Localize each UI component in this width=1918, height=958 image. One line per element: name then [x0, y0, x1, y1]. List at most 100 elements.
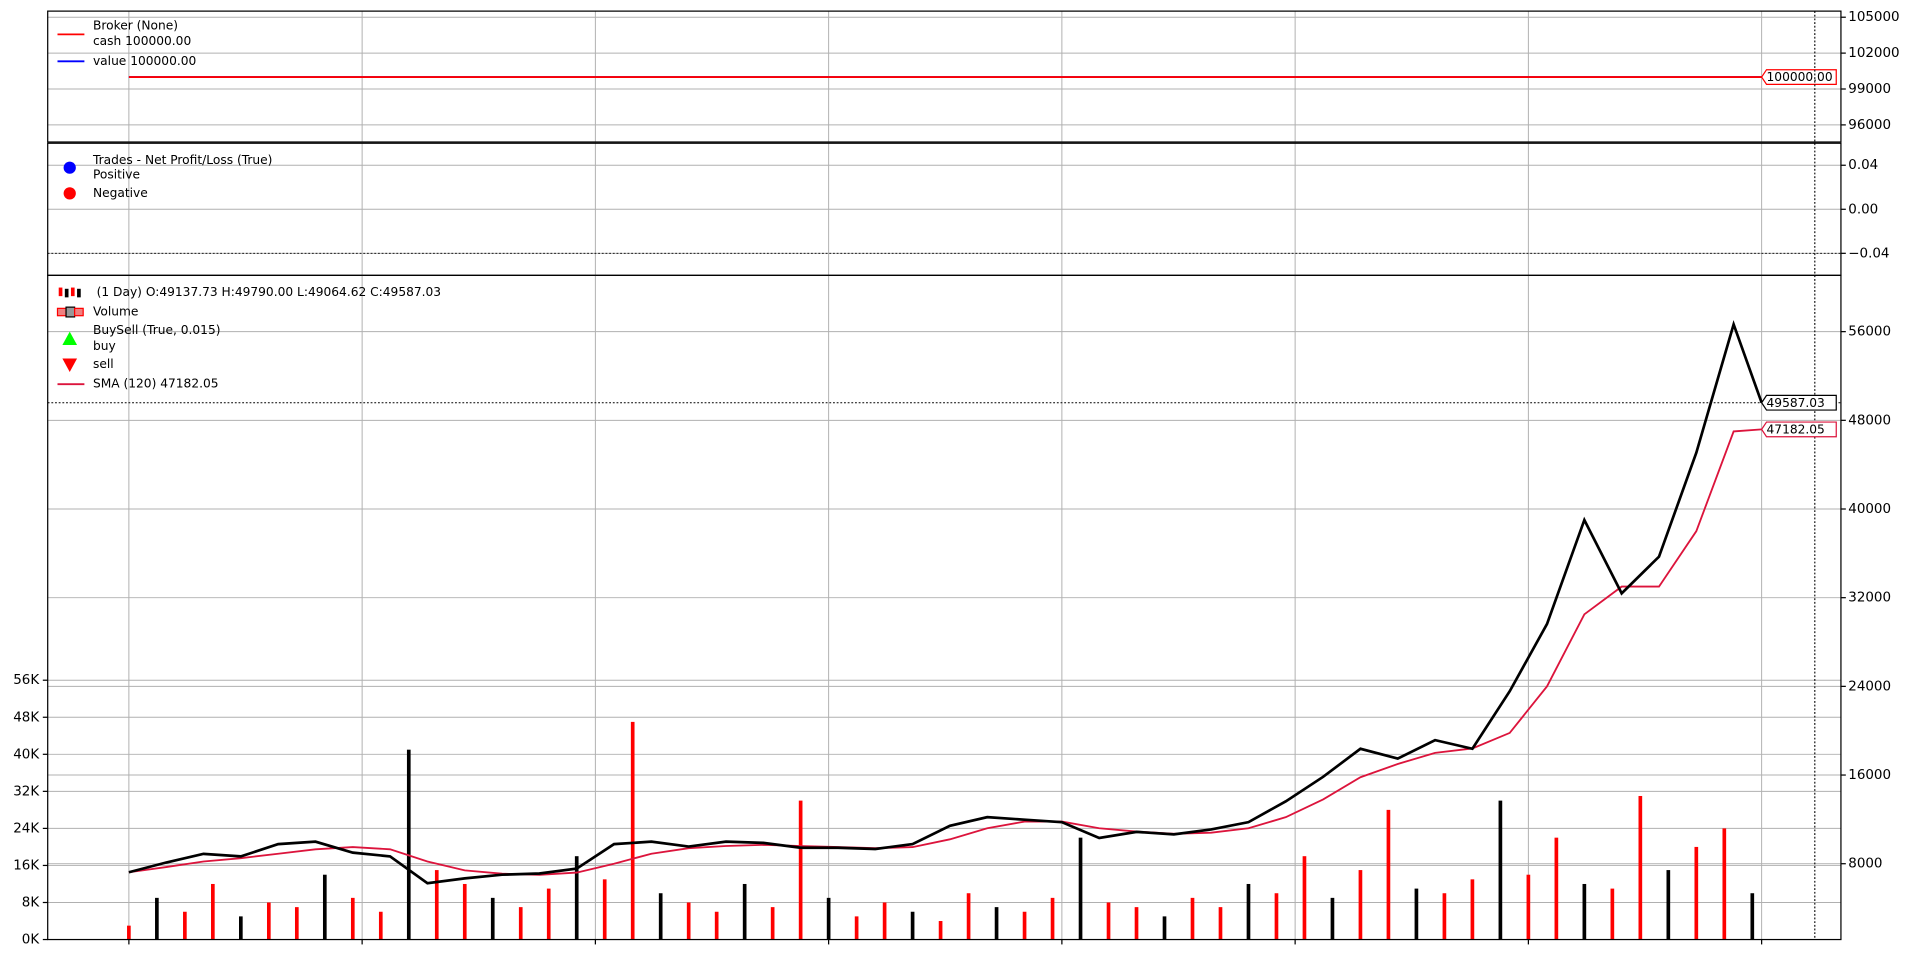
panel-frame	[47, 274, 1842, 941]
y2-tick-label: 40K	[13, 747, 40, 762]
volume-bar	[1190, 897, 1195, 940]
legend-marker	[62, 358, 78, 372]
volume-bar	[1526, 874, 1531, 940]
volume-bar	[910, 911, 915, 940]
y-tick-label: 102000	[1848, 46, 1899, 61]
volume-bar	[770, 907, 775, 940]
y-tick-label: 40000	[1848, 502, 1891, 517]
legend-label: buy	[93, 339, 116, 353]
value-label: 49587.03	[1767, 396, 1825, 410]
volume-bar	[211, 883, 215, 940]
y2-tick-label: 0K	[22, 933, 41, 948]
y-tick-label: 105000	[1848, 10, 1899, 25]
volume-bar	[798, 800, 803, 940]
value-tag	[1760, 69, 1837, 85]
volume-bar	[714, 911, 719, 940]
volume-bar	[1218, 907, 1223, 940]
value-label: 100000.00	[1767, 70, 1833, 84]
legend: Trades - Net Profit/Loss (True)Positive N…	[63, 153, 272, 200]
volume-bar	[490, 897, 495, 940]
legend-label: cash 100000.00	[93, 34, 191, 48]
y2-tick-label: 24K	[13, 821, 40, 836]
volume-bar	[1442, 893, 1447, 940]
legend-title: Broker (None)	[93, 18, 178, 32]
value-tag	[1760, 394, 1837, 411]
y-tick-label: −0.04	[1848, 246, 1889, 261]
y2-tick-label: 48K	[13, 710, 40, 725]
volume-bar	[1722, 828, 1727, 940]
volume-bar	[630, 721, 635, 940]
volume-bar	[1694, 846, 1699, 940]
volume-bar	[518, 907, 523, 940]
series-line	[128, 428, 1762, 876]
volume-bar	[658, 893, 663, 940]
legend-title: BuySell (True, 0.015)	[93, 323, 221, 337]
legend-marker	[70, 287, 75, 297]
volume-bar	[1554, 837, 1559, 940]
legend-label: SMA (120) 47182.05	[93, 377, 219, 391]
legend-label: Volume	[93, 305, 138, 319]
volume-bar	[1750, 893, 1755, 940]
volume-bar	[1638, 795, 1643, 940]
volume-bar	[350, 897, 355, 940]
y-tick-label: 99000	[1848, 82, 1891, 97]
y-tick-label: 0.04	[1848, 158, 1878, 173]
legend-marker	[56, 307, 67, 317]
y-tick-label: 56000	[1848, 325, 1891, 340]
volume-bar	[322, 874, 327, 940]
volume-bar	[882, 902, 887, 940]
volume-bar	[1134, 907, 1139, 940]
volume-bar	[574, 856, 579, 940]
volume-bar	[1358, 870, 1363, 940]
volume-bar	[854, 916, 859, 940]
volume-bar	[1582, 883, 1587, 940]
legend: (1 Day) O:49137.73 H:49790.00 L:49064.62…	[56, 285, 441, 391]
volume-bar	[294, 907, 299, 940]
legend-marker	[65, 306, 76, 318]
volume-bar	[239, 916, 243, 940]
volume-bar	[546, 888, 551, 940]
volume-bar	[1022, 911, 1027, 940]
volume-bar	[1078, 837, 1083, 940]
volume-bar	[155, 897, 159, 940]
volume-bar	[1610, 888, 1615, 940]
y2-tick-label: 16K	[13, 858, 40, 873]
legend-marker	[58, 287, 63, 297]
volume-bar	[994, 907, 999, 940]
volume-bar	[602, 879, 607, 940]
volume-bar	[1414, 888, 1419, 940]
legend-marker	[64, 288, 69, 298]
legend-marker	[74, 307, 84, 317]
volume-bar	[1498, 800, 1503, 940]
legend-marker	[62, 331, 78, 346]
price-line	[128, 319, 1763, 885]
legend-title: Trades - Net Profit/Loss (True)	[92, 153, 272, 167]
volume-bar	[378, 911, 383, 940]
volume-bar	[1330, 897, 1335, 940]
y-tick-label: 24000	[1848, 679, 1891, 694]
y-tick-label: 8000	[1848, 857, 1882, 872]
volume-bar	[742, 883, 747, 940]
volume-bar	[266, 902, 271, 940]
volume-bar	[183, 911, 187, 940]
volume-bar	[1302, 856, 1307, 940]
volume-bar	[1274, 893, 1279, 940]
volume-bar	[1050, 897, 1055, 940]
volume-bar	[966, 893, 971, 940]
legend: Broker (None) cash 100000.00 value 100000.…	[57, 18, 196, 68]
volume-bar	[1162, 916, 1167, 940]
volume-bar	[1666, 870, 1671, 940]
y2-tick-label: 8K	[22, 895, 41, 910]
legend-label: sell	[93, 357, 114, 371]
legend-label: value 100000.00	[93, 54, 196, 68]
y-tick-label: 16000	[1848, 768, 1891, 783]
legend-marker	[77, 288, 81, 298]
y-tick-label: 32000	[1848, 591, 1891, 606]
panel-frame	[47, 10, 1842, 143]
volume-bar	[1246, 883, 1251, 940]
legend-label: Negative	[93, 186, 148, 200]
legend-label: (1 Day) O:49137.73 H:49790.00 L:49064.62…	[97, 285, 441, 299]
volume-bar	[826, 897, 831, 940]
